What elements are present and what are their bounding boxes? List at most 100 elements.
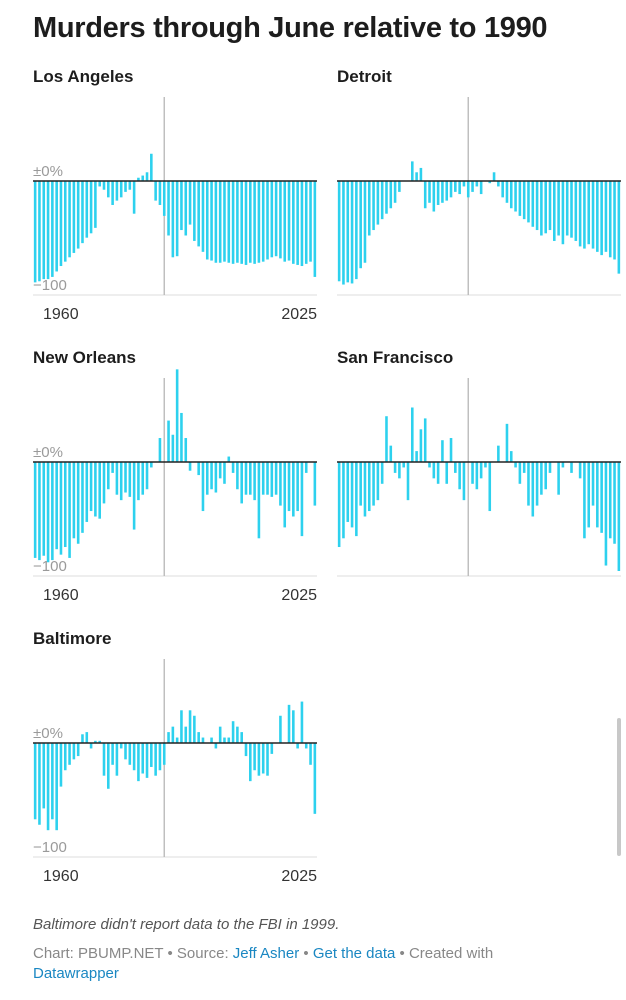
bar-2010	[249, 462, 252, 495]
panel-title: Detroit	[337, 67, 392, 86]
bar-1989	[158, 181, 162, 205]
bar-1976	[102, 743, 106, 776]
y-tick-min: −100	[33, 558, 67, 575]
bar-1965	[55, 462, 58, 550]
bar-1971	[385, 181, 388, 214]
bar-2003	[218, 726, 222, 743]
bar-1998	[501, 181, 504, 198]
bar-1970	[380, 462, 384, 484]
x-tick-end: 2025	[281, 868, 317, 885]
bar-2007	[236, 462, 239, 490]
bar-1978	[111, 462, 114, 473]
bar-1995	[184, 181, 188, 236]
bar-2005	[531, 181, 535, 227]
bar-1995	[184, 726, 188, 743]
bar-2008	[240, 732, 243, 743]
bar-2013	[261, 743, 265, 774]
bar-2013	[261, 462, 265, 495]
panel-title: San Francisco	[337, 348, 454, 367]
bar-2017	[583, 462, 586, 539]
bar-1972	[85, 732, 89, 743]
bar-2018	[587, 181, 591, 245]
bar-2015	[270, 462, 274, 497]
bar-1992	[171, 726, 175, 743]
bar-1986	[145, 743, 149, 778]
bar-1999	[201, 737, 205, 743]
bar-1982	[432, 181, 436, 212]
get-data-link[interactable]: Get the data	[312, 945, 396, 962]
bar-1960	[33, 462, 37, 558]
bar-1968	[68, 462, 71, 558]
bar-1964	[51, 181, 54, 277]
bar-1974	[94, 181, 97, 228]
bar-2000	[205, 181, 209, 260]
bar-1962	[42, 181, 46, 280]
bar-2014	[266, 743, 269, 776]
bar-1989	[462, 181, 466, 187]
bar-1976	[102, 181, 106, 190]
bar-2001	[210, 462, 213, 490]
bar-2009	[548, 181, 552, 231]
bar-1990	[162, 181, 166, 216]
bar-2012	[257, 462, 261, 539]
bar-1977	[107, 743, 110, 789]
bar-1991	[471, 181, 474, 192]
bar-2008	[544, 181, 547, 234]
bar-1962	[346, 181, 350, 283]
bar-1990	[466, 181, 470, 198]
source-link[interactable]: Jeff Asher	[232, 945, 300, 962]
bar-1981	[124, 181, 127, 192]
bar-1992	[171, 181, 175, 258]
bar-2022	[300, 701, 304, 743]
bar-2023	[608, 181, 612, 258]
bar-1973	[89, 181, 93, 234]
bar-1977	[107, 462, 110, 490]
page-scrollbar[interactable]	[617, 718, 621, 856]
bar-2000	[509, 451, 513, 462]
bar-1972	[389, 445, 393, 462]
datawrapper-link[interactable]: Datawrapper	[33, 965, 119, 982]
bar-1965	[359, 181, 362, 269]
bar-1977	[411, 407, 414, 462]
bar-1986	[449, 438, 453, 462]
bar-2003	[522, 181, 526, 220]
bar-2010	[249, 743, 252, 782]
bar-2009	[244, 462, 248, 495]
bar-1973	[89, 462, 93, 512]
bar-1967	[367, 462, 371, 512]
bar-2010	[249, 181, 252, 263]
bar-1994	[180, 710, 183, 743]
bar-1967	[63, 181, 67, 262]
bar-2022	[300, 462, 304, 537]
bar-1960	[33, 181, 37, 283]
bar-2012	[257, 181, 261, 263]
bar-1966	[59, 743, 63, 787]
bar-2004	[223, 181, 226, 262]
bar-1992	[171, 434, 175, 462]
bar-1974	[398, 181, 401, 192]
bar-1963	[46, 181, 50, 280]
bar-1973	[393, 462, 397, 473]
bar-1994	[180, 181, 183, 231]
bar-1979	[115, 743, 119, 776]
bar-1984	[441, 181, 444, 203]
bar-2006	[231, 462, 235, 473]
bar-1984	[441, 440, 444, 462]
bar-2017	[279, 715, 282, 743]
bar-1961	[38, 743, 41, 825]
bar-2013	[565, 181, 569, 236]
panel-baltimore: Baltimore ±0% −100 1960 2025	[33, 629, 323, 885]
bar-1989	[462, 462, 466, 501]
bar-1972	[85, 462, 89, 522]
bar-1996	[188, 710, 192, 743]
x-tick-start: 1960	[43, 587, 79, 604]
bar-1996	[188, 181, 192, 225]
bar-1987	[150, 743, 153, 767]
bar-1973	[89, 743, 93, 749]
bar-1967	[63, 462, 67, 548]
bar-1980	[119, 181, 123, 198]
bar-2007	[236, 726, 239, 743]
bar-2022	[604, 181, 608, 252]
bar-2002	[518, 462, 522, 484]
bar-1991	[167, 732, 170, 743]
